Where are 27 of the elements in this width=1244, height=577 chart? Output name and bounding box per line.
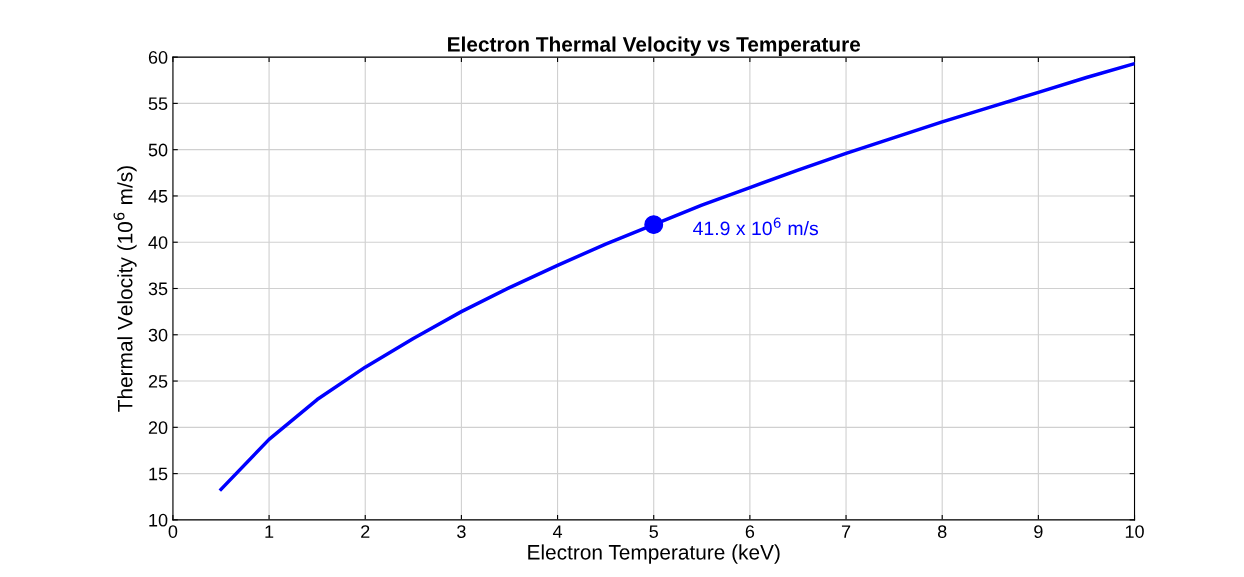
x-tick-label: 1	[265, 525, 274, 538]
chart-title: Electron Thermal Velocity vs Temperature	[448, 36, 861, 56]
y-tick-label: 30	[148, 328, 168, 342]
x-tick-label: 10	[1125, 525, 1144, 538]
x-tick-label: 0	[168, 525, 178, 538]
y-tick-label: 10	[149, 513, 168, 527]
x-tick-label: 5	[649, 525, 658, 538]
x-tick-label: 4	[552, 525, 563, 538]
y-axis-title: Thermal Velocity (10$^{6}$ m/s)	[113, 166, 137, 412]
line-series	[219, 61, 1135, 492]
x-tick-label: 6	[745, 525, 755, 538]
y-tick-label: 50	[148, 143, 168, 157]
y-tick-label: 55	[148, 97, 168, 111]
y-tick-label: 20	[148, 421, 168, 435]
x-tick-label: 2	[361, 525, 370, 538]
x-axis-title: Electron Temperature (keV)	[528, 544, 780, 564]
x-tick-label: 3	[457, 525, 466, 538]
x-tick-label: 8	[937, 525, 947, 538]
annotation: 41.9 x 10$^{6}$ m/s	[693, 217, 819, 236]
y-tick-label: 25	[148, 374, 168, 388]
y-tick-label: 35	[148, 282, 168, 296]
y-tick-label: 15	[149, 467, 168, 481]
y-tick-label: 45	[148, 190, 168, 203]
x-tick-label: 9	[1034, 525, 1043, 538]
x-tick-label: 7	[841, 525, 851, 538]
y-tick-label: 40	[148, 236, 168, 249]
y-tick-label: 60	[148, 51, 168, 64]
